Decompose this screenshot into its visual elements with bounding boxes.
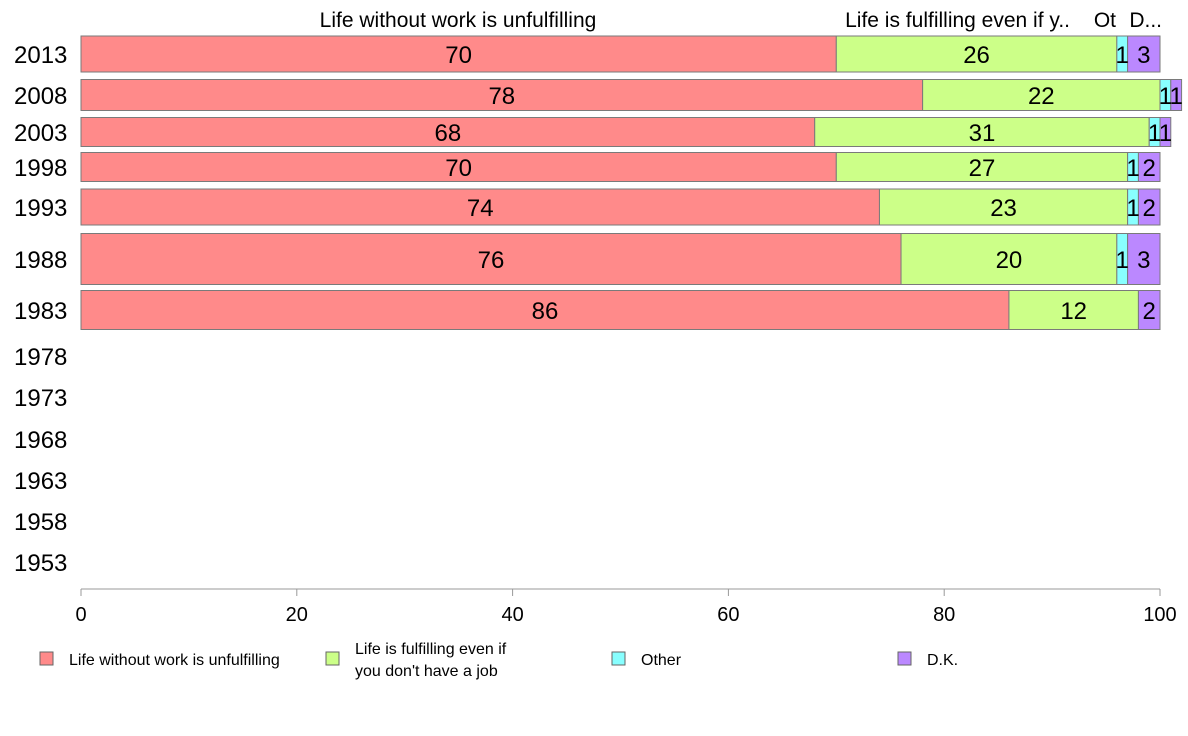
legend-label: Other: [641, 652, 682, 669]
bar-segment: [835, 152, 1129, 182]
bar-value-label: 1: [1116, 42, 1129, 69]
bar-value-label: 31: [969, 120, 996, 147]
x-tick-label: 20: [286, 604, 308, 626]
x-axis: 0 20 40 60 80 100: [75, 588, 1177, 626]
legend-label: Life is fulfilling even if: [355, 641, 507, 658]
bar-segment: [1127, 233, 1161, 285]
bar-value-label: 68: [435, 120, 462, 147]
bar-segment: [1127, 35, 1161, 73]
bar-value-label: 1: [1170, 83, 1183, 110]
bar-value-label: 1: [1159, 83, 1172, 110]
legend-label: D.K.: [927, 652, 958, 669]
column-headers: Life without work is unfulfilling Life is…: [320, 9, 1162, 32]
bar-value-label: 78: [488, 83, 515, 110]
bar-value-label: 26: [963, 42, 990, 69]
legend: Life without work is unfulfilling Life is…: [39, 641, 958, 680]
bar-value-label: 2: [1143, 155, 1156, 182]
y-tick-label: 1983: [14, 298, 67, 325]
y-tick-label: 1998: [14, 155, 67, 182]
y-tick-label: 1968: [14, 427, 67, 454]
bar-value-label: 27: [969, 155, 996, 182]
bar-value-label: 3: [1137, 247, 1150, 274]
bar-segment: [900, 233, 1118, 285]
bar-value-label: 1: [1126, 195, 1139, 222]
bar-value-label: 70: [445, 155, 472, 182]
bar-value-label: 23: [990, 195, 1017, 222]
bar-value-label: 2: [1143, 298, 1156, 325]
bar-value-label: 86: [532, 298, 559, 325]
bar-value-label: 1: [1148, 120, 1161, 147]
bar-segment: [1159, 117, 1172, 147]
bar-value-label: 12: [1060, 298, 1087, 325]
column-header: Life is fulfilling even if y..: [845, 9, 1070, 32]
y-tick-label: 1963: [14, 468, 67, 495]
bar-segment: [835, 35, 1118, 73]
bar-value-label: 70: [445, 42, 472, 69]
bar-segment: [80, 233, 902, 285]
x-tick-label: 100: [1143, 604, 1176, 626]
bar-segment: [80, 152, 837, 182]
x-tick-label: 0: [75, 604, 86, 626]
bar-segment: [1137, 152, 1161, 182]
bar-value-label: 76: [478, 247, 505, 274]
legend-label: Life without work is unfulfilling: [69, 652, 280, 669]
x-tick-label: 60: [717, 604, 739, 626]
bar-value-label: 74: [467, 195, 494, 222]
bar-segment: [80, 188, 880, 226]
bar-value-label: 20: [996, 247, 1023, 274]
y-tick-label: 1988: [14, 247, 67, 274]
y-tick-label: 2013: [14, 42, 67, 69]
bar-segment: [80, 117, 816, 147]
y-tick-label: 1958: [14, 509, 67, 536]
y-tick-label: 2003: [14, 120, 67, 147]
bar-segment: [922, 79, 1161, 111]
bar-segment: [1170, 79, 1183, 111]
legend-swatch: [39, 651, 54, 666]
legend-swatch: [611, 651, 626, 666]
x-tick-label: 80: [933, 604, 955, 626]
y-tick-label: 1973: [14, 385, 67, 412]
column-header: Life without work is unfulfilling: [320, 9, 597, 32]
y-tick-label: 1978: [14, 344, 67, 371]
legend-swatch: [325, 651, 340, 666]
x-tick-label: 40: [501, 604, 523, 626]
bar-value-label: 3: [1137, 42, 1150, 69]
bar-value-label: 2: [1143, 195, 1156, 222]
column-header: D...: [1129, 9, 1162, 32]
legend-label: you don't have a job: [355, 663, 498, 680]
bar-segment: [878, 188, 1129, 226]
bar-segment: [1008, 290, 1139, 330]
y-tick-label: 1953: [14, 550, 67, 577]
bars: [80, 35, 1183, 330]
bar-segment: [1137, 290, 1161, 330]
legend-swatch: [897, 651, 912, 666]
y-tick-label: 2008: [14, 83, 67, 110]
bar-segment: [814, 117, 1150, 147]
bar-segment: [80, 35, 837, 73]
bar-value-label: 1: [1116, 247, 1129, 274]
y-axis-labels: 2013 2008 2003 1998 1993 1988 1983 1978 1973 1968…: [14, 42, 67, 577]
bar-value-label: 22: [1028, 83, 1055, 110]
bar-value-label: 1: [1159, 120, 1172, 147]
column-header: Ot: [1094, 9, 1116, 32]
y-tick-label: 1993: [14, 195, 67, 222]
bar-value-label: 1: [1126, 155, 1139, 182]
bar-segment: [1137, 188, 1161, 226]
